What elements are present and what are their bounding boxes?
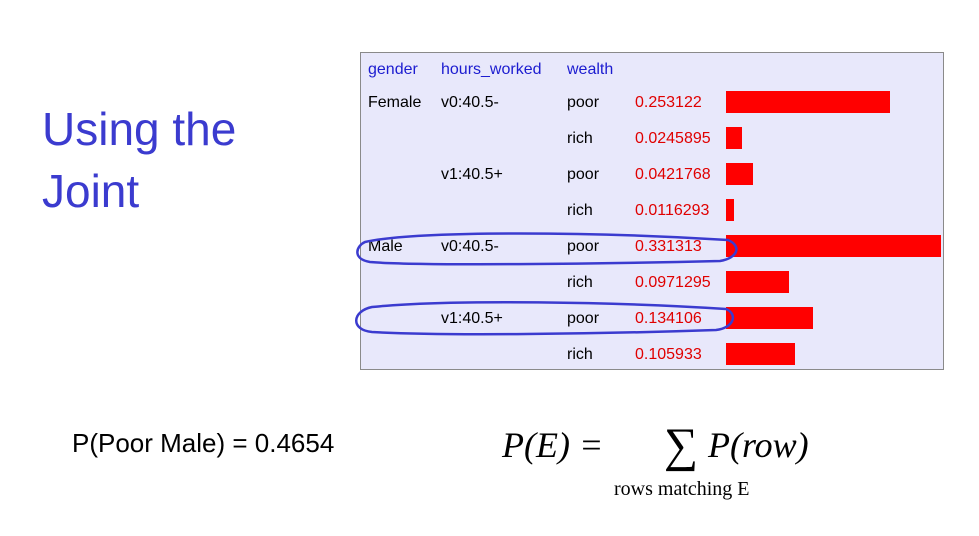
row-probability: 0.0971295 bbox=[635, 274, 711, 291]
slide-title-line1: Using the bbox=[42, 103, 237, 155]
row-probability: 0.0116293 bbox=[635, 202, 710, 219]
row-probability: 0.105933 bbox=[635, 346, 702, 363]
probability-bar bbox=[726, 235, 941, 257]
header-wealth: wealth bbox=[567, 61, 614, 78]
row-probability: 0.331313 bbox=[635, 238, 702, 255]
row-hours-worked: v0:40.5- bbox=[441, 238, 499, 255]
row-probability: 0.0245895 bbox=[635, 130, 711, 147]
row-wealth: rich bbox=[567, 130, 593, 147]
row-wealth: poor bbox=[567, 94, 600, 111]
header-hours-worked: hours_worked bbox=[441, 61, 542, 78]
row-wealth: poor bbox=[567, 310, 600, 327]
row-gender: Female bbox=[368, 94, 422, 111]
row-gender: Male bbox=[368, 238, 403, 255]
joint-distribution-table: gender hours_worked wealth Female v0:40.5… bbox=[360, 52, 944, 370]
row-probability: 0.134106 bbox=[635, 310, 702, 327]
row-probability: 0.253122 bbox=[635, 94, 702, 111]
probability-bar bbox=[726, 91, 890, 113]
probability-bar bbox=[726, 343, 795, 365]
equation-rhs: P(row) bbox=[708, 425, 809, 465]
poor-male-probability: P(Poor Male) = 0.4654 bbox=[72, 428, 335, 458]
probability-bar bbox=[726, 307, 813, 329]
row-wealth: rich bbox=[567, 274, 593, 291]
equation-subscript: rows matching E bbox=[614, 478, 750, 500]
row-hours-worked: v1:40.5+ bbox=[441, 166, 503, 183]
row-wealth: rich bbox=[567, 346, 593, 363]
row-wealth: rich bbox=[567, 202, 593, 219]
row-hours-worked: v1:40.5+ bbox=[441, 310, 503, 327]
probability-bar bbox=[726, 199, 734, 221]
header-gender: gender bbox=[368, 61, 418, 78]
slide-title: Using the Joint bbox=[42, 98, 236, 222]
probability-bar bbox=[726, 127, 742, 149]
row-hours-worked: v0:40.5- bbox=[441, 94, 499, 111]
row-wealth: poor bbox=[567, 166, 600, 183]
equation-lhs: P(E) = bbox=[502, 425, 604, 465]
sigma-symbol: ∑ bbox=[664, 419, 699, 472]
slide-title-line2: Joint bbox=[42, 165, 140, 217]
probability-bar bbox=[726, 271, 789, 293]
probability-bar bbox=[726, 163, 753, 185]
row-probability: 0.0421768 bbox=[635, 166, 711, 183]
row-wealth: poor bbox=[567, 238, 600, 255]
